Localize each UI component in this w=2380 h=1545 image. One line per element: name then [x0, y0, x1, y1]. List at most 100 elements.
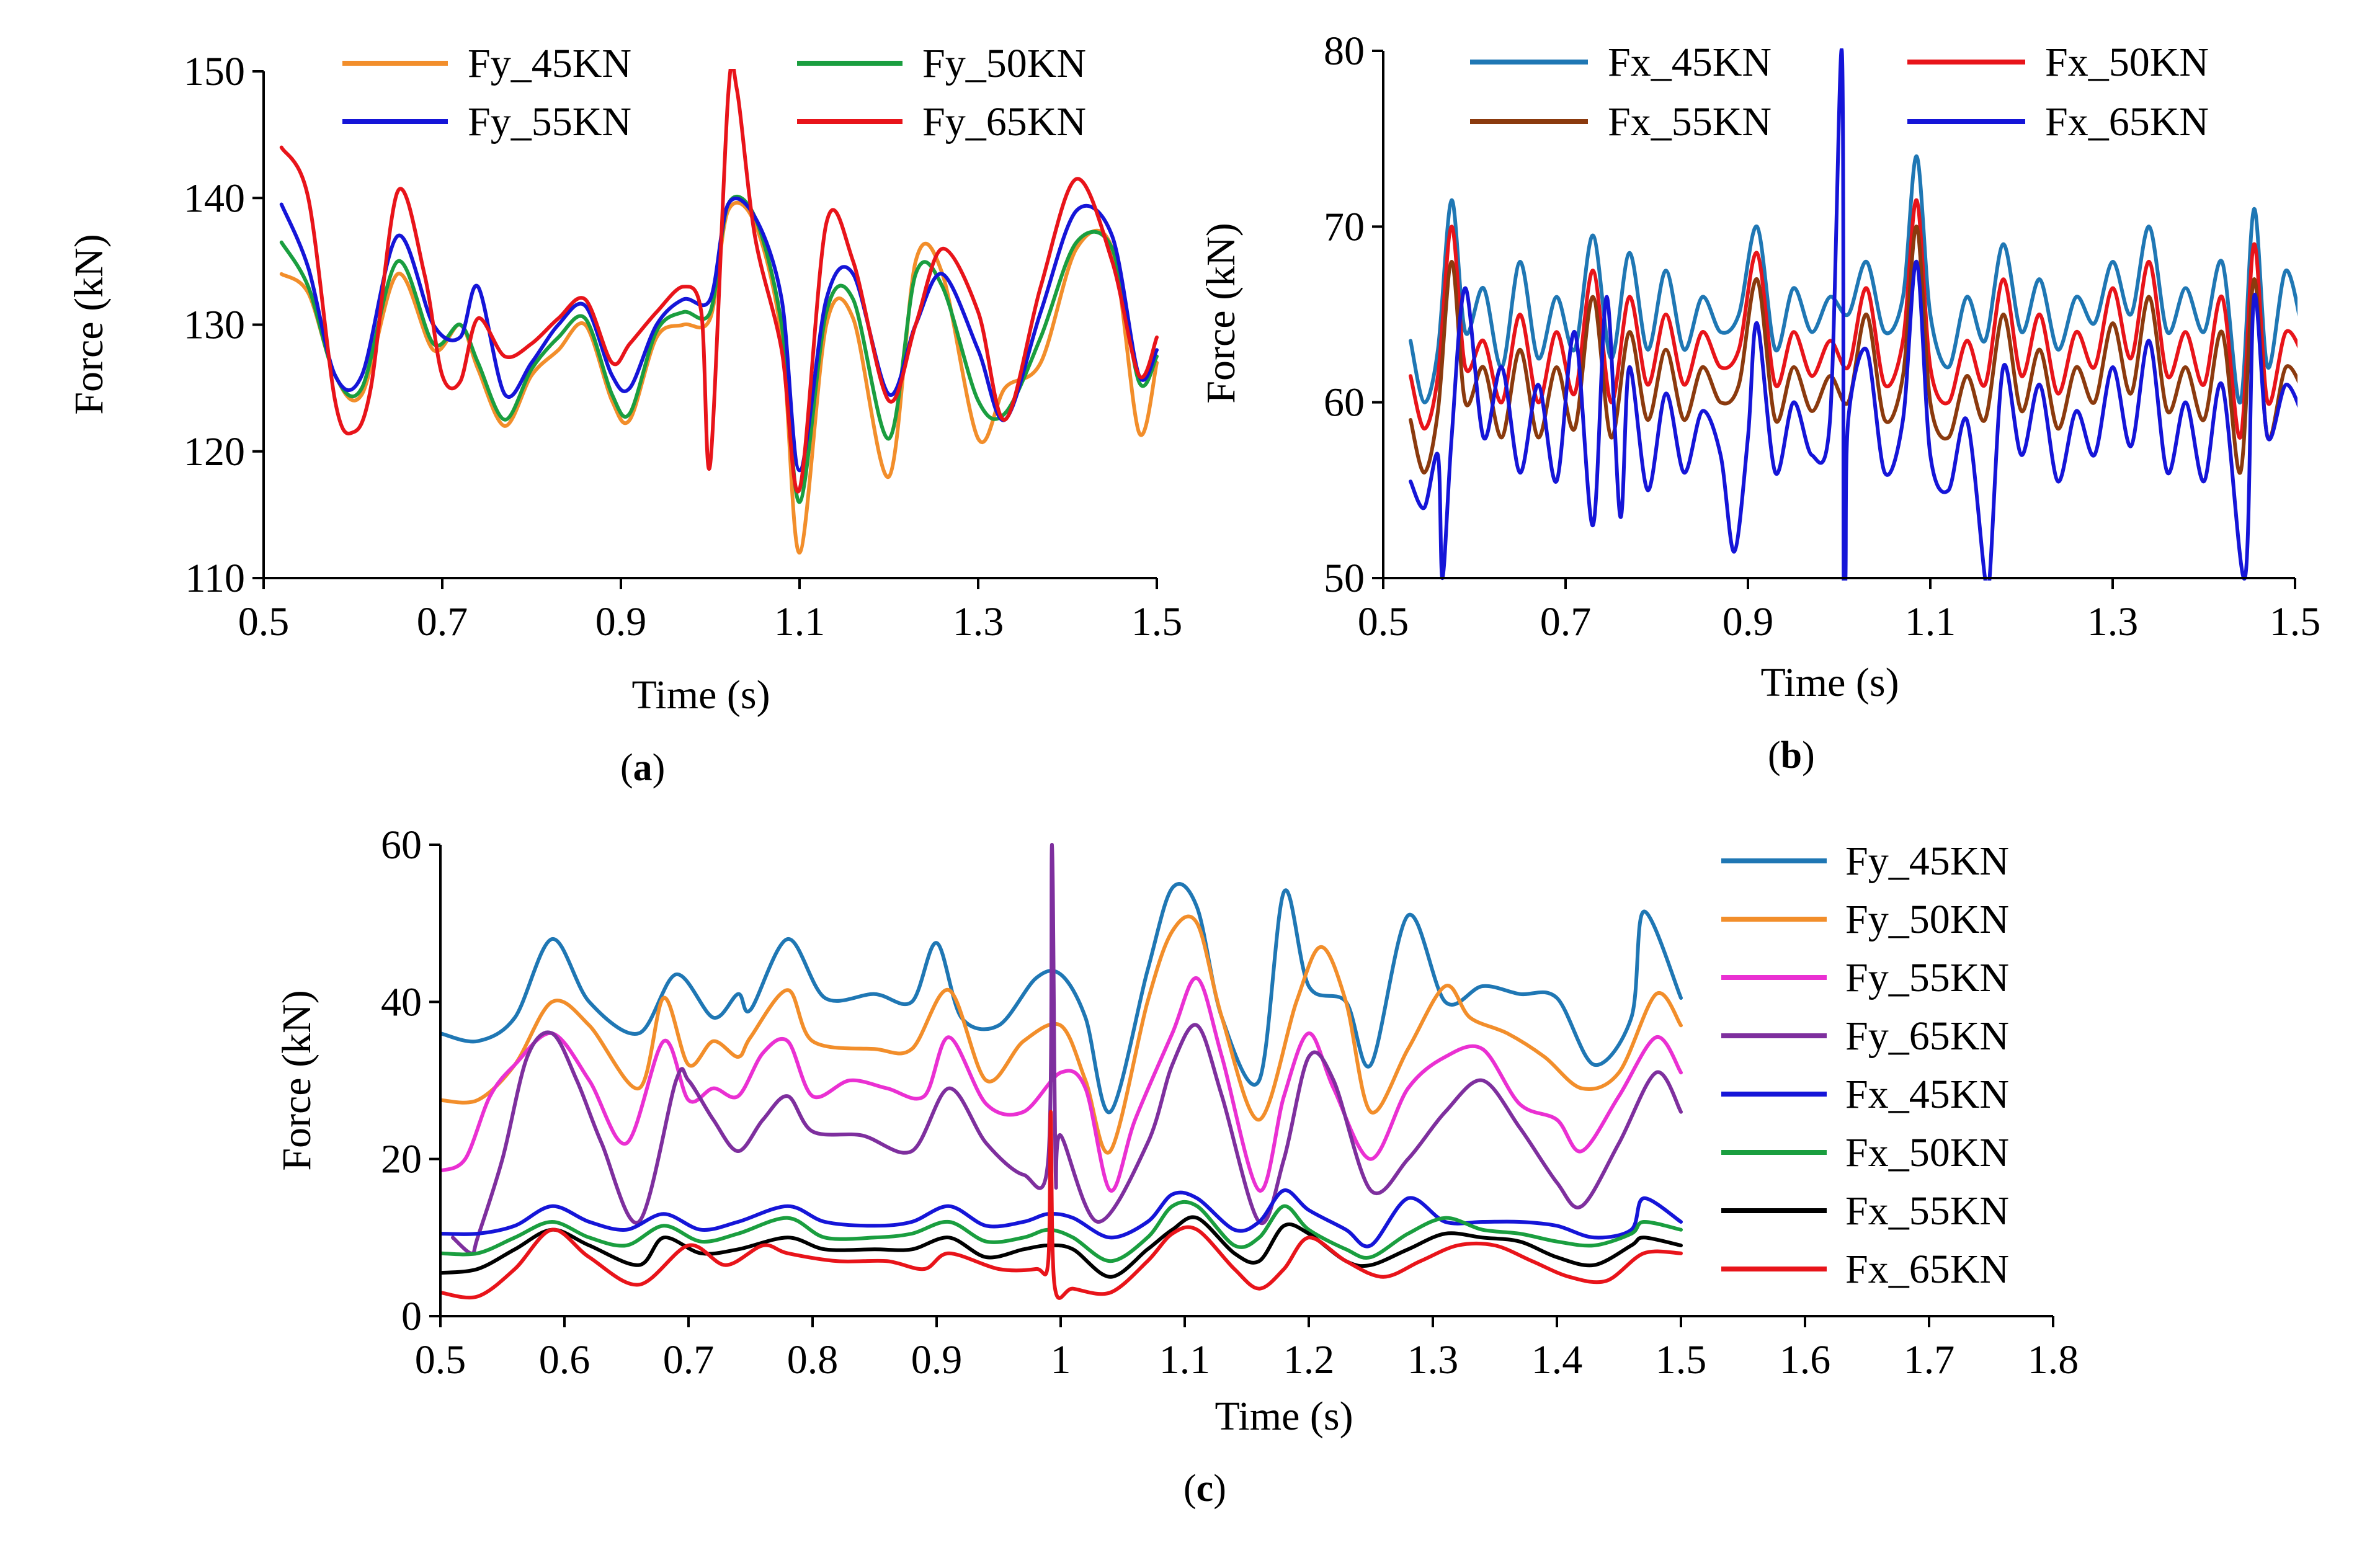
x-tick-label: 0.5: [238, 599, 290, 644]
legend-item: Fy_65KN: [1721, 1013, 2009, 1059]
legend-item: Fx_55KN: [1721, 1188, 2009, 1234]
x-tick-label: 0.6: [539, 1337, 591, 1382]
series-line-fx-65kn: [1409, 48, 2298, 581]
legend-label: Fy_50KN: [1845, 897, 2009, 942]
y-tick-label: 140: [184, 176, 245, 221]
x-tick-label: 1.1: [1905, 599, 1956, 644]
legend-item: Fy_45KN: [1721, 839, 2009, 884]
chart-panel-b: 50 60 70 80 0.5 0.7 0.9 1.1 1.3 1.5 Time (s) Force …: [1198, 29, 2320, 777]
series-line-fx-45kn: [440, 1188, 1683, 1249]
legend-label: Fy_50KN: [922, 41, 1086, 86]
series-line-fx-55kn: [1409, 225, 2298, 475]
x-tick-label: 1.7: [1904, 1337, 1955, 1382]
x-tick-label: 0.7: [417, 599, 468, 644]
y-axis-title: Force (kN): [274, 990, 319, 1170]
legend-label: Fy_55KN: [1845, 955, 2009, 1000]
legend-label: Fx_50KN: [2045, 40, 2209, 85]
y-tick-label: 20: [381, 1137, 422, 1182]
legend-item: Fx_65KN: [1721, 1247, 2009, 1292]
y-tick-label: 0: [401, 1294, 422, 1339]
x-tick-label: 0.7: [1540, 599, 1592, 644]
x-axis-title: Time (s): [631, 672, 770, 718]
legend-label: Fx_50KN: [1845, 1130, 2009, 1175]
series-group: [1409, 48, 2298, 581]
y-axis-title: Force (kN): [1198, 223, 1244, 403]
panel-label: (c): [1183, 1467, 1226, 1510]
x-tick-label: 1.3: [953, 599, 1004, 644]
y-tick-label: 80: [1324, 29, 1365, 74]
x-tick-label: 1.3: [1407, 1337, 1459, 1382]
legend-item: Fy_55KN: [342, 99, 631, 145]
x-tick-label: 1.4: [1531, 1337, 1583, 1382]
y-tick-label: 70: [1324, 204, 1365, 249]
chart-panel-a: 110 120 130 140 150 0.5 0.7 0.9 1.1 1.3 1.5 Time (s…: [66, 41, 1182, 789]
x-tick-label: 1: [1051, 1337, 1071, 1382]
legend-item: Fx_65KN: [1907, 99, 2209, 145]
x-tick-label: 0.9: [1723, 599, 1774, 644]
legend-label: Fy_65KN: [1845, 1013, 2009, 1059]
x-tick-label: 0.5: [1358, 599, 1409, 644]
legend-label: Fy_45KN: [1845, 839, 2009, 884]
legend-item: Fy_55KN: [1721, 955, 2009, 1000]
x-tick-label: 0.9: [911, 1337, 963, 1382]
series-line-fy-55kn: [279, 196, 1159, 473]
legend-label: Fx_65KN: [2045, 99, 2209, 145]
y-tick-label: 40: [381, 979, 422, 1025]
legend: Fx_45KN Fx_50KN Fx_55KN Fx_65KN: [1470, 40, 2209, 145]
legend-item: Fy_45KN: [342, 41, 631, 86]
x-tick-label: 0.8: [787, 1337, 839, 1382]
x-tick-label: 1.8: [2028, 1337, 2079, 1382]
series-line-fx-55kn: [440, 1215, 1683, 1279]
series-line-fx-45kn: [1409, 154, 2298, 404]
series-line-fx-50kn: [440, 1200, 1683, 1263]
legend-label: Fx_65KN: [1845, 1247, 2009, 1292]
x-tick-label: 0.7: [663, 1337, 715, 1382]
legend-item: Fx_55KN: [1470, 99, 1772, 145]
y-axis-title: Force (kN): [66, 234, 112, 414]
legend-item: Fy_50KN: [797, 41, 1086, 86]
chart-panel-c: 0 20 40 60 0.5 0.6 0.7 0.8 0.9 1 1.1 1.2 1.3 1.4 1.5 1.…: [274, 822, 2079, 1510]
y-tick-label: 50: [1324, 556, 1365, 601]
y-tick-label: 130: [184, 303, 245, 348]
y-tick-label: 150: [184, 49, 245, 94]
x-tick-label: 0.5: [415, 1337, 466, 1382]
series-line-fy-65kn: [451, 842, 1683, 1255]
y-tick-label: 60: [381, 822, 422, 868]
x-axis-title: Time (s): [1215, 1394, 1353, 1439]
x-tick-label: 1.1: [774, 599, 826, 644]
legend-label: Fx_45KN: [1608, 40, 1772, 85]
series-line-fy-65kn: [279, 69, 1159, 494]
series-line-fx-50kn: [1409, 198, 2298, 440]
series-group: [279, 69, 1159, 555]
y-tick-label: 60: [1324, 380, 1365, 425]
x-tick-label: 1.5: [2270, 599, 2321, 644]
series-line-fy-55kn: [440, 976, 1683, 1193]
legend-item: Fx_45KN: [1470, 40, 1772, 85]
legend-item: Fy_50KN: [1721, 897, 2009, 942]
legend-label: Fy_65KN: [922, 99, 1086, 145]
x-tick-label: 1.1: [1159, 1337, 1211, 1382]
legend-item: Fy_65KN: [797, 99, 1086, 145]
x-tick-label: 0.9: [595, 599, 647, 644]
series-group: [440, 842, 1683, 1300]
x-axis-title: Time (s): [1760, 660, 1899, 705]
x-tick-label: 1.3: [2087, 599, 2139, 644]
panel-label: (a): [620, 747, 665, 789]
legend-label: Fy_45KN: [468, 41, 631, 86]
legend-label: Fx_55KN: [1608, 99, 1772, 145]
legend: Fy_45KN Fy_50KN Fy_55KN Fy_65KN Fx_45KN Fx_50…: [1721, 839, 2009, 1292]
series-line-fy-50kn: [440, 914, 1683, 1155]
x-tick-label: 1.2: [1283, 1337, 1335, 1382]
x-tick-label: 1.5: [1656, 1337, 1707, 1382]
y-tick-label: 120: [184, 429, 245, 474]
legend-label: Fy_55KN: [468, 99, 631, 145]
legend-label: Fx_55KN: [1845, 1188, 2009, 1234]
legend-item: Fx_50KN: [1721, 1130, 2009, 1175]
legend: Fy_45KN Fy_50KN Fy_55KN Fy_65KN: [342, 41, 1086, 145]
legend-item: Fx_45KN: [1721, 1072, 2009, 1117]
x-tick-label: 1.6: [1780, 1337, 1831, 1382]
y-tick-label: 110: [185, 556, 245, 601]
legend-label: Fx_45KN: [1845, 1072, 2009, 1117]
x-tick-label: 1.5: [1131, 599, 1183, 644]
